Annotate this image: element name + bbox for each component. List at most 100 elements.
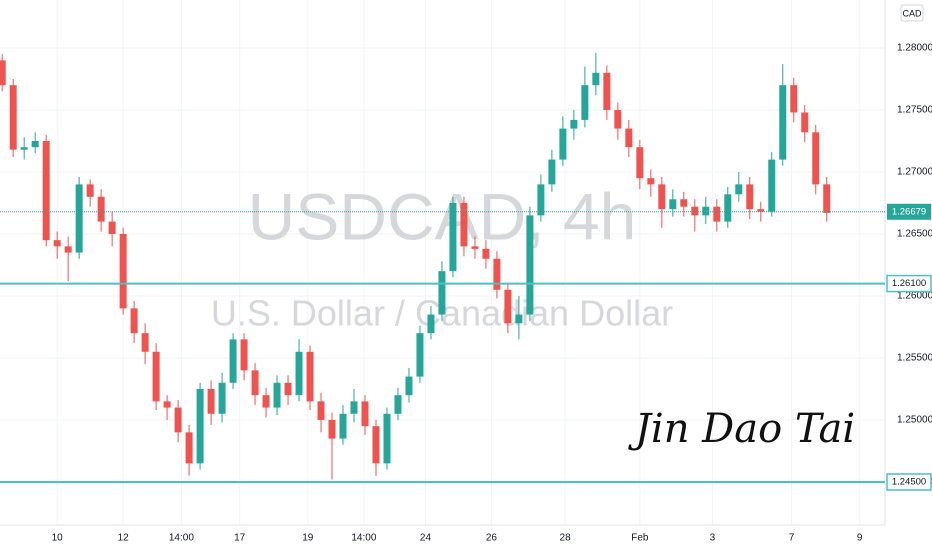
candle-body — [625, 128, 633, 148]
candle-body — [53, 240, 61, 247]
candle-body — [108, 221, 116, 234]
y-tick-label: 1.27500 — [897, 105, 932, 116]
candle-body — [757, 209, 765, 212]
candle-body — [361, 401, 369, 427]
candle-body — [636, 147, 644, 179]
candle-body — [295, 351, 303, 396]
candle-body — [306, 351, 314, 402]
x-tick-label: 7 — [789, 533, 795, 544]
currency-box[interactable] — [900, 4, 924, 22]
candle-body — [702, 206, 710, 216]
candle-body — [790, 85, 798, 113]
candle-body — [559, 128, 567, 160]
candle-body — [273, 382, 281, 408]
candle-body — [119, 233, 127, 309]
x-tick-label: 3 — [710, 533, 716, 544]
candle-body — [405, 376, 413, 396]
candle-body — [416, 333, 424, 377]
candle-body — [218, 382, 226, 414]
watermark-title: USDCAD, 4h — [248, 179, 637, 253]
candle-body — [130, 308, 138, 334]
candle-body — [196, 388, 204, 464]
candle-body — [9, 85, 17, 150]
candle-body — [504, 289, 512, 324]
candle-body — [735, 184, 743, 195]
candle-body — [691, 206, 699, 216]
x-tick-label: 14:00 — [169, 533, 194, 544]
candle-body — [284, 382, 292, 396]
candle-body — [746, 184, 754, 210]
x-tick-label: 19 — [302, 533, 314, 544]
x-tick-label: 14:00 — [351, 533, 376, 544]
x-tick-label: 9 — [857, 533, 863, 544]
level-label: 1.24500 — [892, 476, 926, 487]
candle-body — [592, 72, 600, 86]
candle-body — [372, 426, 380, 464]
candle-body — [614, 109, 622, 129]
candle-body — [647, 178, 655, 185]
candle-body — [75, 184, 83, 253]
candle-body — [603, 72, 611, 110]
candle-body — [812, 132, 820, 185]
candle-body — [251, 370, 259, 396]
candle-body — [383, 413, 391, 464]
candle-body — [64, 246, 72, 253]
candle-body — [460, 202, 468, 247]
candle-body — [493, 258, 501, 290]
candle-body — [42, 140, 50, 241]
y-tick-label: 1.26500 — [897, 229, 932, 240]
last-price-box — [887, 203, 931, 220]
candle-body — [449, 202, 457, 272]
y-tick-label: 1.25000 — [897, 415, 932, 426]
candle-body — [350, 401, 358, 414]
candle-body — [482, 248, 490, 259]
last-price-label: 1.26679 — [892, 206, 926, 217]
candle-body — [515, 314, 523, 324]
candle-body — [394, 395, 402, 414]
candle-body — [328, 419, 336, 439]
x-tick-label: 17 — [234, 533, 246, 544]
level-label-box — [886, 473, 932, 491]
candle-body — [174, 407, 182, 433]
candle-body — [537, 184, 545, 216]
x-tick-label: Feb — [631, 533, 649, 544]
candle-body — [724, 194, 732, 222]
candle-body — [548, 159, 556, 185]
candle-body — [669, 199, 677, 210]
candle-body — [20, 147, 28, 150]
candle-body — [570, 119, 578, 129]
candle-body — [658, 184, 666, 210]
currency[interactable]: CAD — [902, 8, 922, 18]
level-label: 1.26100 — [892, 278, 926, 289]
candle-body — [339, 413, 347, 439]
x-tick-label: 24 — [420, 533, 432, 544]
y-tick-label: 1.27000 — [897, 167, 932, 178]
candle-body — [185, 432, 193, 464]
candle-body — [427, 314, 435, 334]
candle-body — [229, 339, 237, 383]
candle-body — [240, 339, 248, 371]
y-tick-label: 1.25500 — [897, 353, 932, 364]
candle-body — [801, 112, 809, 133]
candle-body — [471, 246, 479, 249]
candle-body — [526, 215, 534, 315]
x-tick-label: 10 — [52, 533, 64, 544]
candle-body — [680, 199, 688, 207]
candle-body — [581, 85, 589, 120]
signature: Jin Dao Tai — [628, 406, 855, 452]
candle-body — [823, 184, 831, 213]
candle-body — [317, 401, 325, 420]
x-tick-label: 28 — [560, 533, 572, 544]
candle-body — [779, 85, 787, 160]
candle-body — [0, 60, 6, 86]
candle-body — [768, 159, 776, 212]
level-label-box — [886, 274, 932, 293]
candle-body — [163, 401, 171, 408]
x-tick-label: 26 — [486, 533, 498, 544]
x-tick-label: 12 — [118, 533, 130, 544]
candle-body — [438, 271, 446, 315]
y-tick-label: 1.28000 — [897, 43, 932, 54]
candle-body — [262, 395, 270, 408]
